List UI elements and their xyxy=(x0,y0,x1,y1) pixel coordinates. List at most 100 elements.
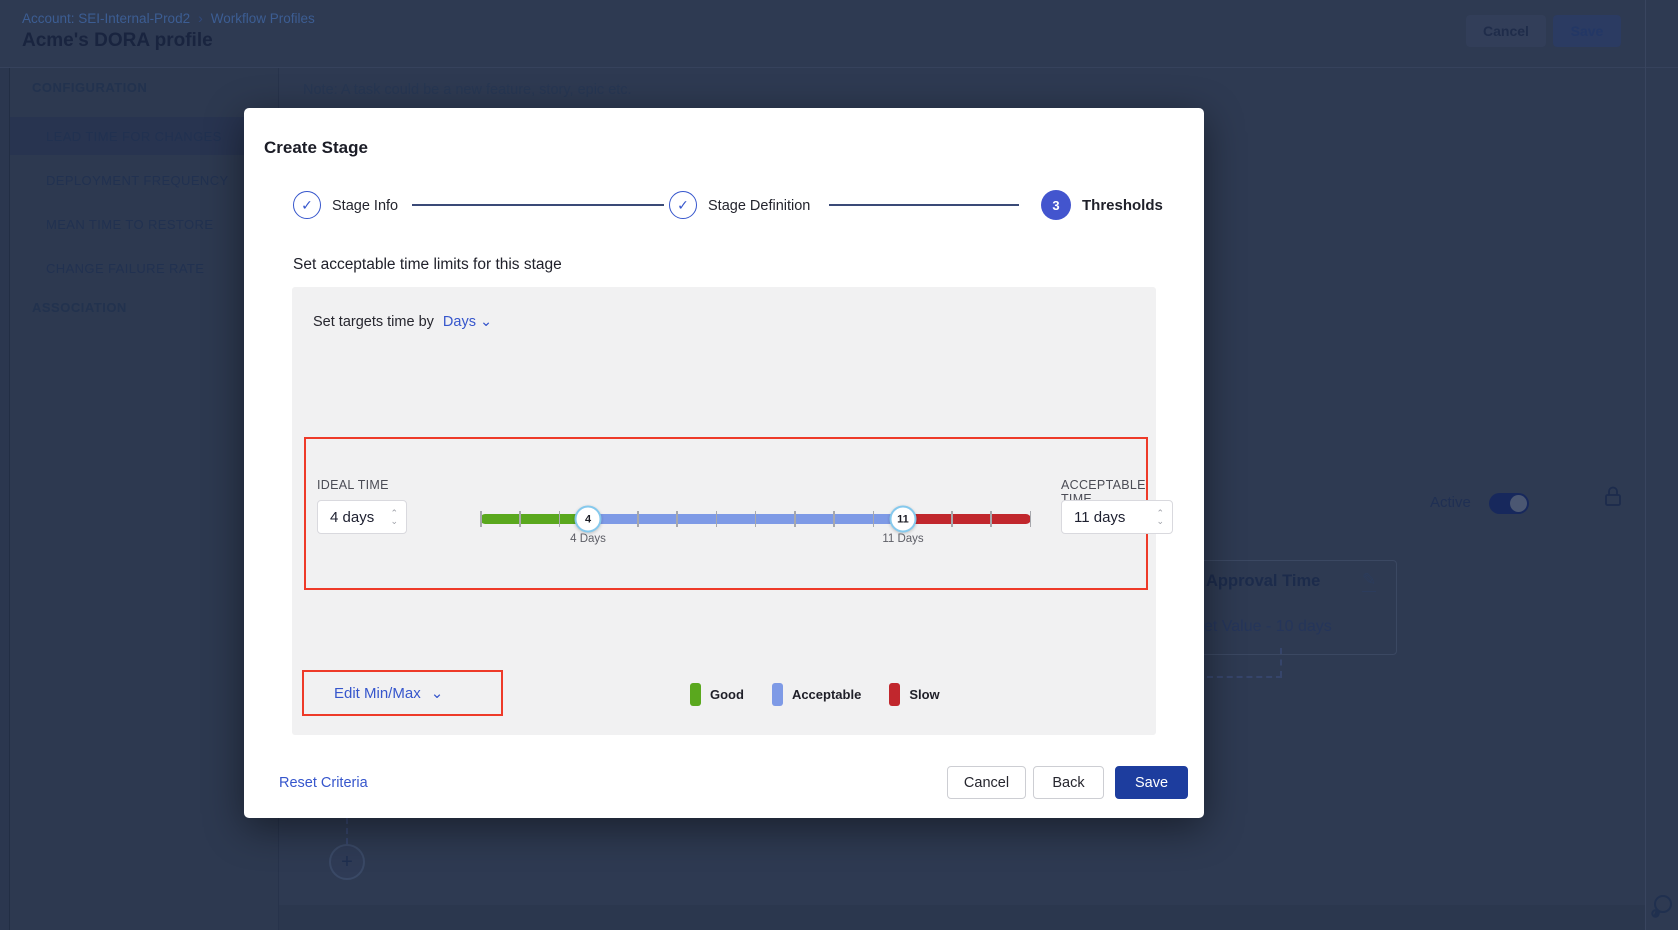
tick xyxy=(519,511,521,527)
add-stage-button[interactable]: + xyxy=(329,844,365,880)
slider-max-handle-label: 11 Days xyxy=(882,533,924,545)
step-stage-definition-label: Stage Definition xyxy=(708,198,811,214)
legend-good-label: Good xyxy=(710,687,744,702)
page-title: Acme's DORA profile xyxy=(22,30,213,51)
step-connector xyxy=(829,204,1019,206)
step-stage-info-check-icon[interactable]: ✓ xyxy=(293,191,321,219)
slider-legend: Good Acceptable Slow xyxy=(690,683,968,706)
stepper-down-icon[interactable]: ⌄ xyxy=(1156,516,1164,526)
right-panel-divider xyxy=(1645,0,1646,930)
bottom-band xyxy=(279,905,1645,930)
nav-rail xyxy=(0,68,10,930)
breadcrumb-account-link[interactable]: Account: SEI-Internal-Prod2 xyxy=(22,10,191,26)
card-connector-horizontal xyxy=(1207,676,1282,678)
tick xyxy=(951,511,953,527)
modal-save-button[interactable]: Save xyxy=(1115,766,1188,799)
active-toggle[interactable] xyxy=(1489,493,1529,514)
create-stage-modal: Create Stage ✓ Stage Info ✓ Stage Defini… xyxy=(244,108,1204,818)
tick xyxy=(480,511,482,527)
tick xyxy=(558,511,560,527)
note-text: Note: A task could be a new feature, sto… xyxy=(303,82,632,98)
legend-acceptable-label: Acceptable xyxy=(791,687,862,702)
thresholds-heading: Set acceptable time limits for this stag… xyxy=(293,256,562,273)
breadcrumb-section-link[interactable]: Workflow Profiles xyxy=(210,10,315,26)
legend-good-swatch xyxy=(690,683,701,706)
slider-ticks xyxy=(480,511,1031,527)
plus-icon: + xyxy=(341,850,353,873)
step-connector xyxy=(412,204,664,206)
header-divider xyxy=(0,67,1678,68)
edit-stage-icon[interactable]: ✎ xyxy=(1362,570,1377,592)
stage-card-subtitle: et Value - 10 days xyxy=(1204,618,1332,635)
threshold-slider: 4 11 4 Days 11 Days xyxy=(480,505,1031,545)
tick xyxy=(990,511,992,527)
slider-segment-good xyxy=(480,514,588,524)
thresholds-panel: Set targets time by Days ⌄ IDEAL TIME 4 … xyxy=(292,287,1173,735)
sidebar-item-change-failure-rate[interactable]: CHANGE FAILURE RATE xyxy=(46,260,205,276)
acceptable-time-value: 11 days xyxy=(1074,508,1126,526)
legend-slow-label: Slow xyxy=(909,687,940,702)
sidebar-section-configuration: CONFIGURATION xyxy=(32,80,148,95)
slider-min-handle-label: 4 Days xyxy=(570,533,606,545)
breadcrumb-separator-icon: › xyxy=(198,10,203,26)
active-label: Active xyxy=(1430,494,1471,511)
stepper-up-icon[interactable]: ⌃ xyxy=(1156,508,1164,518)
reset-criteria-link[interactable]: Reset Criteria xyxy=(279,775,368,791)
slider-min-handle[interactable]: 4 xyxy=(574,505,602,533)
tick xyxy=(637,511,639,527)
slider-segment-slow xyxy=(903,514,1031,524)
header-save-button[interactable]: Save xyxy=(1553,15,1621,47)
add-stage-connector xyxy=(346,798,348,844)
sidebar-item-lead-time-for-changes[interactable]: LEAD TIME FOR CHANGES xyxy=(10,117,278,155)
check-icon: ✓ xyxy=(677,196,689,213)
tick xyxy=(833,511,835,527)
acceptable-time-input[interactable]: 11 days ⌃ ⌄ xyxy=(1061,500,1173,534)
edit-minmax-button[interactable]: Edit Min/Max ⌄ xyxy=(302,670,503,716)
target-time-prefix: Set targets time by xyxy=(313,314,434,330)
tick xyxy=(872,511,874,527)
header-cancel-button[interactable]: Cancel xyxy=(1466,15,1546,47)
step-stage-info-label: Stage Info xyxy=(332,198,399,214)
legend-acceptable-swatch xyxy=(771,683,783,706)
acceptable-time-stepper[interactable]: ⌃ ⌄ xyxy=(1156,508,1172,526)
ideal-time-stepper[interactable]: ⌃ ⌄ xyxy=(390,508,406,526)
target-time-row: Set targets time by Days ⌄ xyxy=(313,314,492,330)
tick xyxy=(754,511,757,527)
stepper-down-icon[interactable]: ⌄ xyxy=(390,516,398,526)
tick xyxy=(1029,511,1031,527)
sidebar-item-mean-time-to-restore[interactable]: MEAN TIME TO RESTORE xyxy=(46,216,214,232)
chevron-down-icon: ⌄ xyxy=(430,685,444,702)
slider-max-handle[interactable]: 11 xyxy=(889,505,917,533)
stepper-up-icon[interactable]: ⌃ xyxy=(390,508,398,518)
ideal-time-input[interactable]: 4 days ⌃ ⌄ xyxy=(317,500,407,534)
modal-cancel-button[interactable]: Cancel xyxy=(947,766,1026,799)
help-chat-icon[interactable] xyxy=(1648,892,1676,920)
modal-title: Create Stage xyxy=(264,138,368,157)
ideal-time-label: IDEAL TIME xyxy=(317,478,389,492)
chevron-down-icon: ⌄ xyxy=(480,314,493,330)
step-thresholds-label: Thresholds xyxy=(1082,197,1163,214)
breadcrumb: Account: SEI-Internal-Prod2 › Workflow P… xyxy=(22,10,315,26)
modal-back-button[interactable]: Back xyxy=(1033,766,1104,799)
ideal-time-value: 4 days xyxy=(330,508,375,526)
sidebar-section-association[interactable]: ASSOCIATION xyxy=(32,300,127,315)
step-thresholds-number-badge[interactable]: 3 xyxy=(1041,190,1071,220)
tick xyxy=(794,511,796,527)
tick xyxy=(676,511,678,527)
target-time-unit-dropdown[interactable]: Days ⌄ xyxy=(443,314,492,330)
check-icon: ✓ xyxy=(301,196,313,213)
step-stage-definition-check-icon[interactable]: ✓ xyxy=(669,191,697,219)
target-time-unit-value: Days xyxy=(442,314,476,330)
stage-card-title: Approval Time xyxy=(1206,572,1321,590)
legend-slow-swatch xyxy=(889,683,901,706)
sidebar: CONFIGURATION LEAD TIME FOR CHANGES DEPL… xyxy=(10,68,279,930)
slider-segment-acceptable xyxy=(588,514,903,524)
lock-icon[interactable] xyxy=(1602,485,1624,509)
edit-minmax-label: Edit Min/Max xyxy=(334,684,421,702)
sidebar-item-deployment-frequency[interactable]: DEPLOYMENT FREQUENCY xyxy=(46,172,229,188)
card-connector-vertical xyxy=(1280,648,1282,677)
toggle-knob xyxy=(1510,495,1527,512)
tick xyxy=(715,511,717,527)
